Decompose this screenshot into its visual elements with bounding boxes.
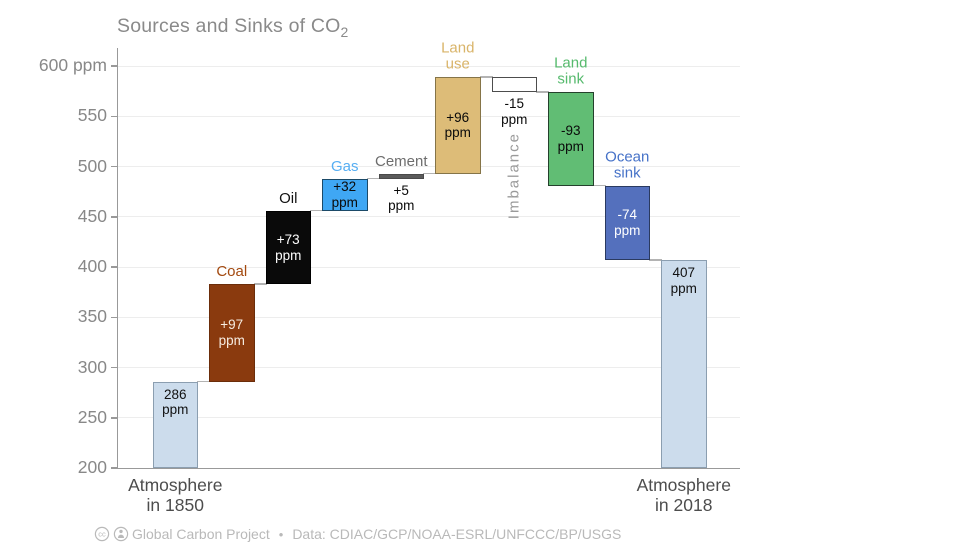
x-axis-line xyxy=(116,467,740,469)
y-tick-label-550: 550 xyxy=(77,105,107,126)
label-land-sink: Land sink xyxy=(554,54,588,88)
svg-text:cc: cc xyxy=(98,530,106,539)
y-tick-label-200: 200 xyxy=(77,457,107,477)
y-tick-label-400: 400 xyxy=(77,256,107,276)
y-tick-350 xyxy=(111,316,117,318)
connector-cement xyxy=(423,172,436,175)
gridline-400 xyxy=(117,266,740,268)
y-tick-label-250: 250 xyxy=(77,406,107,427)
bar-imbalance xyxy=(491,77,537,93)
bar-ocean-sink xyxy=(604,185,650,260)
bar-atmosphere-1850 xyxy=(152,381,198,468)
y-tick-label-300: 300 xyxy=(77,356,107,377)
value-label-atmosphere-1850: 286 ppm xyxy=(162,386,189,418)
chart-title-subscript: 2 xyxy=(340,23,349,40)
cc-icon: cc xyxy=(94,526,110,542)
y-tick-200 xyxy=(111,467,117,469)
value-label-atmosphere-2018: 407 ppm xyxy=(670,264,697,296)
connector-land-use xyxy=(479,76,493,78)
y-tick-400 xyxy=(111,266,117,268)
chart-title-main: Sources and Sinks of CO xyxy=(117,15,341,37)
value-label-gas: +32 ppm xyxy=(331,179,358,210)
value-label-coal: +97 ppm xyxy=(218,317,245,348)
y-axis-line xyxy=(116,48,118,469)
by-icon xyxy=(113,526,129,542)
value-label-land-use: +96 ppm xyxy=(444,109,471,141)
gridline-300 xyxy=(117,367,740,368)
label-gas: Gas xyxy=(330,157,359,175)
connector-gas xyxy=(366,177,380,180)
connector-imbalance xyxy=(536,91,549,93)
bar-land-use xyxy=(435,77,481,174)
gridline-500 xyxy=(117,166,740,167)
x-axis-label-atmosphere-1850: Atmosphere in 1850 xyxy=(128,475,223,516)
label-coal: Coal xyxy=(216,262,248,280)
credit-text: Global Carbon Project xyxy=(132,526,270,542)
bar-land-sink xyxy=(548,92,594,186)
bar-oil xyxy=(265,210,311,285)
label-cement: Cement xyxy=(374,152,428,170)
data-source-text: Data: CDIAC/GCP/NOAA-ESRL/UNFCCC/BP/USGS xyxy=(292,526,622,542)
gridline-600 xyxy=(117,65,740,67)
chart-title: Sources and Sinks of CO2 xyxy=(117,15,349,40)
y-tick-label-600: 600 ppm xyxy=(38,55,107,75)
connector-coal xyxy=(253,283,267,285)
connector-oil xyxy=(310,209,323,212)
x-axis-label-atmosphere-2018: Atmosphere in 2018 xyxy=(636,475,731,516)
label-land-use: Land use xyxy=(441,39,475,73)
bar-gas xyxy=(322,178,368,211)
gridline-350 xyxy=(117,316,740,318)
y-tick-550 xyxy=(111,115,117,117)
value-label-cement: +5 ppm xyxy=(388,182,415,214)
label-ocean-sink: Ocean sink xyxy=(605,148,650,182)
attribution-footer: cc Global Carbon Project • Data: CDIAC/G… xyxy=(94,526,621,542)
value-label-imbalance: -15 ppm xyxy=(501,96,528,127)
y-tick-450 xyxy=(111,216,117,218)
connector-atmosphere-1850 xyxy=(197,380,210,383)
y-tick-600 xyxy=(111,65,117,67)
label-oil: Oil xyxy=(279,189,298,207)
connector-land-sink xyxy=(592,184,606,187)
y-tick-300 xyxy=(111,366,117,369)
footer-bullet: • xyxy=(278,526,284,542)
y-tick-500 xyxy=(111,165,117,168)
gridline-450 xyxy=(117,216,740,218)
bar-coal xyxy=(209,284,255,382)
value-label-oil: +73 ppm xyxy=(275,231,302,263)
bar-cement xyxy=(378,173,424,179)
value-label-land-sink: -93 ppm xyxy=(557,123,584,155)
connector-ocean-sink xyxy=(649,259,662,261)
y-tick-label-350: 350 xyxy=(77,306,107,327)
y-tick-label-500: 500 xyxy=(77,155,107,176)
bar-atmosphere-2018 xyxy=(661,259,707,468)
y-tick-250 xyxy=(111,417,117,419)
value-label-ocean-sink: -74 ppm xyxy=(614,207,641,238)
rotated-label-imbalance: Imbalance xyxy=(505,132,523,220)
gridline-550 xyxy=(117,115,740,117)
y-tick-label-450: 450 xyxy=(77,205,107,226)
gridline-250 xyxy=(117,417,740,419)
